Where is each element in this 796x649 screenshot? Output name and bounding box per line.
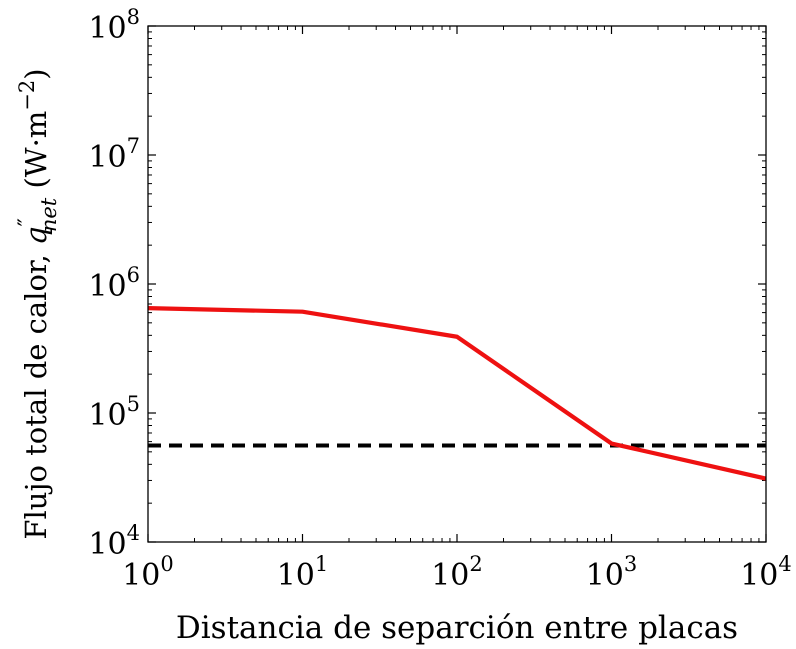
y-axis-title-unit-close: ): [19, 68, 53, 79]
y-tick-label-exponent: 7: [127, 134, 140, 158]
x-tick-label-base: 10: [122, 558, 160, 593]
y-tick-label-base: 10: [88, 527, 126, 562]
x-tick-label-exponent: 1: [315, 552, 328, 576]
x-tick-label: 103: [586, 552, 638, 593]
y-tick-label: 106: [88, 263, 140, 304]
x-tick-label: 100: [122, 552, 174, 593]
major-ticks: [147, 25, 767, 543]
x-tick-labels: 100 101 102 103 104: [122, 552, 792, 593]
x-tick-label: 101: [277, 552, 329, 593]
x-tick-label-exponent: 4: [778, 552, 791, 576]
x-tick-label-exponent: 2: [469, 552, 482, 576]
y-axis-title-symbol: q: [19, 226, 53, 245]
y-axis-title-unit-exponent: −2: [15, 80, 39, 111]
y-axis-title-subscript: net: [37, 197, 61, 232]
y-tick-label-exponent: 5: [127, 392, 140, 416]
minor-ticks: [148, 26, 766, 542]
y-tick-label-base: 10: [88, 398, 126, 433]
y-tick-label-base: 10: [88, 140, 126, 175]
y-tick-label-base: 10: [88, 269, 126, 304]
y-tick-label: 107: [88, 134, 140, 175]
y-tick-label: 108: [88, 5, 140, 46]
x-tick-label-base: 10: [431, 558, 469, 593]
y-tick-label: 105: [88, 392, 140, 433]
y-axis-title-prime: ″: [15, 218, 40, 226]
y-axis-title-unit-open: (W·m: [19, 111, 53, 198]
series-layer: [147, 306, 767, 481]
x-axis-title: Distancia de separción entre placas: [176, 610, 738, 646]
x-tick-label-exponent: 3: [624, 552, 637, 576]
y-tick-label-base: 10: [88, 11, 126, 46]
x-tick-label-base: 10: [586, 558, 624, 593]
x-tick-label: 102: [431, 552, 483, 593]
x-tick-label: 104: [740, 552, 792, 593]
x-tick-label-exponent: 0: [160, 552, 173, 576]
y-tick-label-exponent: 4: [127, 521, 140, 545]
plot-frame: [147, 25, 767, 543]
y-tick-label: 104: [88, 521, 140, 562]
red-series-line: [147, 306, 767, 481]
y-axis-title-main: Flujo total de calor,: [19, 245, 53, 540]
x-tick-label-base: 10: [277, 558, 315, 593]
y-tick-label-exponent: 6: [127, 263, 140, 287]
y-tick-label-exponent: 8: [127, 5, 140, 29]
y-axis-title: Flujo total de calor, q″net (W·m−2): [15, 68, 61, 539]
x-tick-label-base: 10: [740, 558, 778, 593]
